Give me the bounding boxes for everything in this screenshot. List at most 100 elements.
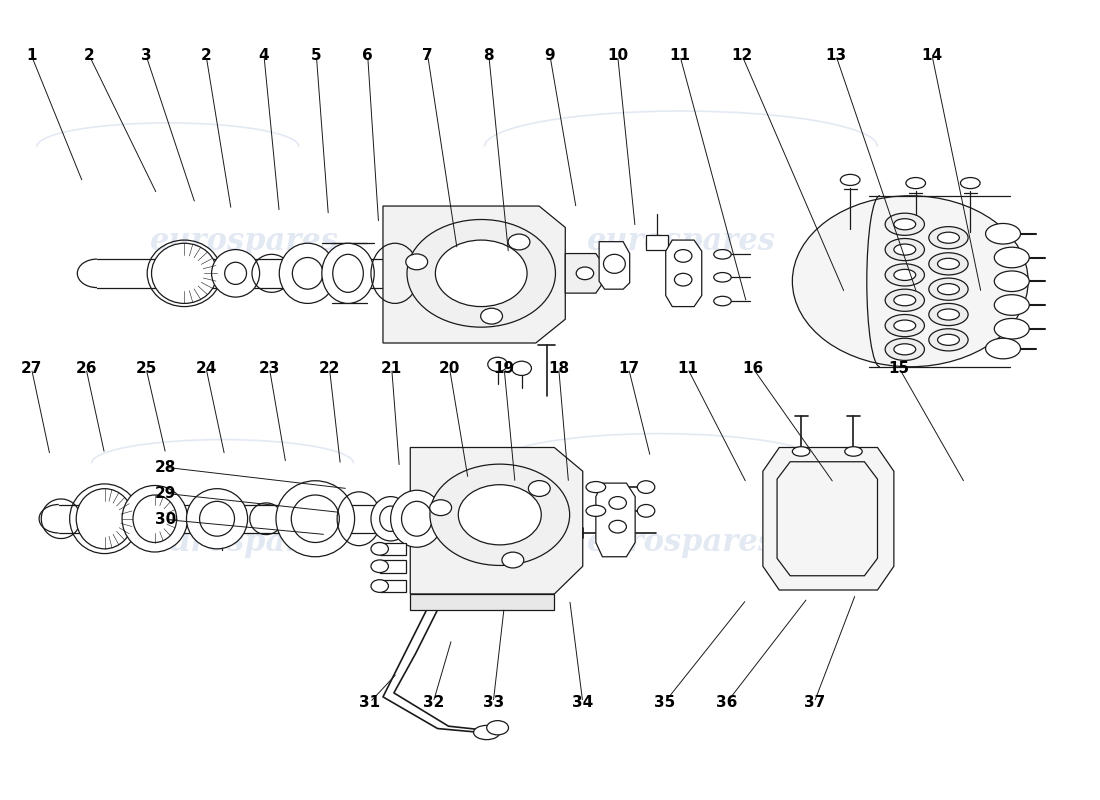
Ellipse shape [333,254,363,292]
Text: 11: 11 [676,361,698,376]
Ellipse shape [840,174,860,186]
Ellipse shape [586,482,606,493]
Polygon shape [410,447,583,594]
Polygon shape [646,235,668,250]
Ellipse shape [937,334,959,346]
Ellipse shape [279,243,335,303]
Ellipse shape [886,289,924,311]
Ellipse shape [459,485,541,545]
Text: 13: 13 [825,48,847,63]
Text: 26: 26 [75,361,97,376]
Ellipse shape [894,270,915,281]
Ellipse shape [402,502,432,536]
Ellipse shape [886,213,924,235]
Ellipse shape [292,495,339,542]
Ellipse shape [199,502,234,536]
Text: 36: 36 [716,695,737,710]
Ellipse shape [512,362,531,375]
Ellipse shape [276,481,354,557]
Polygon shape [565,254,602,293]
Text: 34: 34 [572,695,593,710]
Text: 15: 15 [889,361,910,376]
Ellipse shape [486,721,508,735]
Text: 7: 7 [422,48,433,63]
Ellipse shape [674,274,692,286]
Text: 3: 3 [141,48,152,63]
Ellipse shape [586,506,606,516]
Text: 4: 4 [258,48,270,63]
Polygon shape [596,483,635,557]
Text: 29: 29 [155,486,176,501]
Ellipse shape [714,296,732,306]
Polygon shape [379,580,406,592]
Ellipse shape [937,284,959,294]
Ellipse shape [928,303,968,326]
Polygon shape [379,560,406,573]
Ellipse shape [637,505,654,517]
Text: 6: 6 [362,48,373,63]
Ellipse shape [436,240,527,306]
Text: 21: 21 [381,361,403,376]
Ellipse shape [576,267,594,280]
Ellipse shape [371,542,388,555]
Text: 12: 12 [732,48,752,63]
Ellipse shape [674,250,692,262]
Text: 9: 9 [544,48,556,63]
Ellipse shape [928,226,968,249]
Ellipse shape [894,344,915,355]
Ellipse shape [133,495,177,542]
Ellipse shape [886,314,924,337]
Ellipse shape [637,481,654,494]
Ellipse shape [371,580,388,592]
Ellipse shape [994,294,1030,315]
Ellipse shape [371,560,388,573]
Text: 16: 16 [742,361,763,376]
Ellipse shape [986,223,1021,244]
Ellipse shape [187,489,248,549]
Text: 32: 32 [422,695,444,710]
Text: 22: 22 [319,361,340,376]
Text: 25: 25 [135,361,157,376]
Text: 17: 17 [618,361,639,376]
Text: 35: 35 [654,695,675,710]
Ellipse shape [894,294,915,306]
Ellipse shape [293,258,323,289]
Ellipse shape [407,219,556,327]
Text: 30: 30 [155,512,176,527]
Text: 11: 11 [670,48,691,63]
Text: 2: 2 [84,48,95,63]
Ellipse shape [502,552,524,568]
Text: 31: 31 [360,695,381,710]
Ellipse shape [937,258,959,270]
Text: eurospares: eurospares [150,527,339,558]
Ellipse shape [894,244,915,255]
Text: 20: 20 [439,361,460,376]
Text: 37: 37 [804,695,825,710]
Ellipse shape [928,278,968,300]
Ellipse shape [528,481,550,497]
Ellipse shape [986,338,1021,359]
Polygon shape [379,542,406,555]
Ellipse shape [994,271,1030,291]
Polygon shape [666,240,702,306]
Text: 5: 5 [311,48,321,63]
Text: 23: 23 [258,361,280,376]
Text: 2: 2 [200,48,211,63]
Polygon shape [410,594,554,610]
Ellipse shape [508,234,530,250]
Ellipse shape [792,446,810,456]
Ellipse shape [886,238,924,261]
Ellipse shape [430,464,570,566]
Text: 14: 14 [922,48,943,63]
Ellipse shape [937,232,959,243]
Polygon shape [763,447,894,590]
Text: 33: 33 [483,695,504,710]
Text: 1: 1 [26,48,36,63]
Text: 8: 8 [484,48,494,63]
Polygon shape [383,206,565,343]
Ellipse shape [481,308,503,324]
Ellipse shape [224,262,246,285]
Ellipse shape [609,497,626,510]
Ellipse shape [487,358,507,371]
Ellipse shape [845,446,862,456]
